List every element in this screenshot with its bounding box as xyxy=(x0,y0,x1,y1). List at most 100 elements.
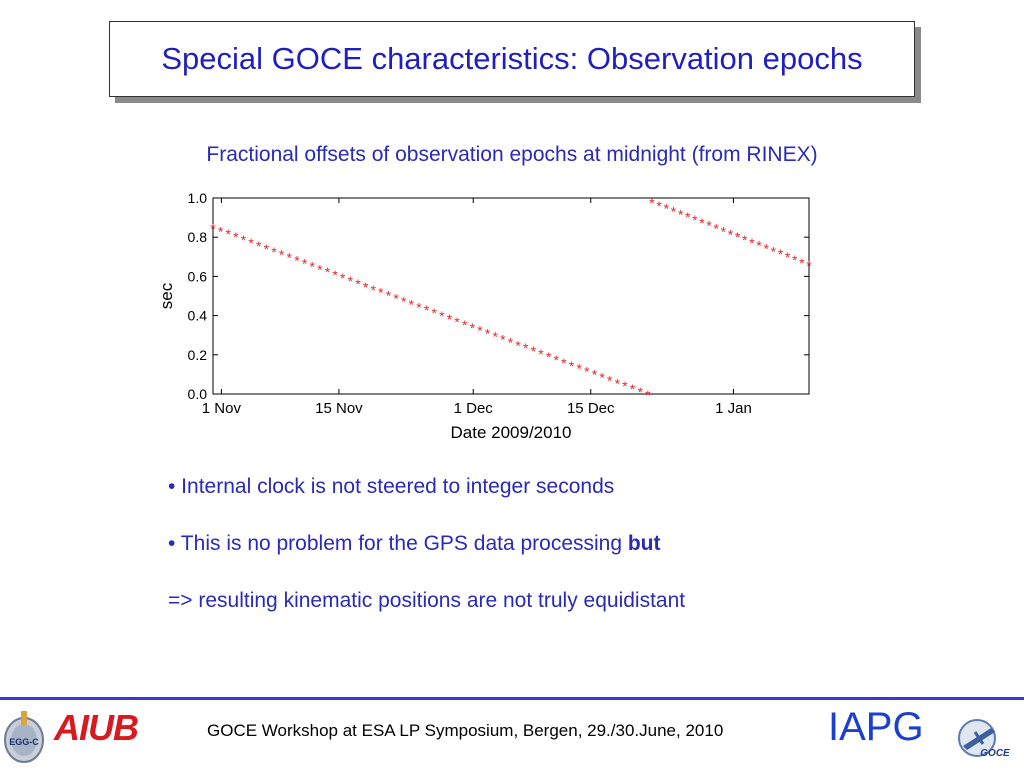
data-point: * xyxy=(485,326,491,342)
axis-ticks: 0.0 0.2 0.4 0.6 0.8 1.0 1 Nov 15 Nov 1 Dec 15 Dec… xyxy=(188,190,809,417)
data-point: * xyxy=(630,381,636,397)
chart-subtitle: Fractional offsets of observation epochs… xyxy=(206,143,818,166)
data-point: * xyxy=(569,358,575,374)
data-point: * xyxy=(271,244,277,260)
y-tick-label: 0.6 xyxy=(188,268,208,284)
y-tick-label: 0.8 xyxy=(188,229,208,245)
data-point: * xyxy=(592,367,598,383)
bullet-2-text: • This is no problem for the GPS data pr… xyxy=(168,532,628,555)
data-point: * xyxy=(664,201,670,217)
data-point: * xyxy=(599,369,605,385)
data-point: * xyxy=(439,308,445,324)
footer-divider xyxy=(0,697,1024,700)
data-point: * xyxy=(607,372,613,388)
data-point: * xyxy=(325,264,331,280)
data-point: * xyxy=(233,229,239,245)
data-point: * xyxy=(792,252,798,268)
data-point: * xyxy=(706,218,712,234)
scatter-chart: 0.0 0.2 0.4 0.6 0.8 1.0 1 Nov 15 Nov 1 Dec 15 Dec… xyxy=(157,190,812,442)
data-point: * xyxy=(615,375,621,391)
data-markers: * * * * * * * * * * * * * * * * * * * * * * * * * * * * * * * * * * * * * * * *… xyxy=(210,195,812,403)
data-point: * xyxy=(749,235,755,251)
bullet-2: • This is no problem for the GPS data pr… xyxy=(168,532,661,556)
data-point: * xyxy=(370,282,376,298)
data-point: * xyxy=(637,384,643,400)
data-point: * xyxy=(692,212,698,228)
data-point: * xyxy=(462,317,468,333)
data-point: * xyxy=(500,331,506,347)
x-tick-label: 15 Dec xyxy=(567,400,615,417)
y-axis-label: sec xyxy=(157,282,176,309)
plot-frame xyxy=(212,197,810,395)
data-point: * xyxy=(699,215,705,231)
bullet-3: => resulting kinematic positions are not… xyxy=(168,589,686,612)
data-point: * xyxy=(340,270,346,286)
x-tick-label: 1 Dec xyxy=(454,400,494,417)
data-point: * xyxy=(508,334,514,350)
data-point: * xyxy=(287,250,293,266)
data-point: * xyxy=(678,206,684,222)
data-point: * xyxy=(756,238,762,254)
data-point: * xyxy=(523,340,529,356)
data-point: * xyxy=(493,329,499,345)
data-point: * xyxy=(645,387,651,403)
data-point: * xyxy=(348,273,354,289)
data-point: * xyxy=(546,349,552,365)
x-axis-label: Date 2009/2010 xyxy=(451,423,572,442)
data-point: * xyxy=(656,198,662,214)
data-point: * xyxy=(294,253,300,269)
data-point: * xyxy=(393,291,399,307)
bullet-2-bold: but xyxy=(627,532,661,555)
goce-logo: GOCE xyxy=(958,719,1010,759)
data-point: * xyxy=(735,229,741,245)
data-point: * xyxy=(671,203,677,219)
data-point: * xyxy=(248,235,254,251)
data-point: * xyxy=(279,247,285,263)
data-point: * xyxy=(685,209,691,225)
title-box: Special GOCE characteristics: Observatio… xyxy=(109,21,915,97)
data-point: * xyxy=(649,195,655,211)
data-point: * xyxy=(447,311,453,327)
data-point: * xyxy=(721,223,727,239)
x-tick-label: 1 Jan xyxy=(715,400,752,417)
data-point: * xyxy=(538,346,544,362)
data-point: * xyxy=(416,299,422,315)
data-point: * xyxy=(355,276,361,292)
data-point: * xyxy=(785,249,791,265)
goce-logo-text: GOCE xyxy=(980,748,1010,759)
data-point: * xyxy=(363,279,369,295)
data-point: * xyxy=(742,232,748,248)
egg-c-logo: EGG-C xyxy=(4,711,44,763)
data-point: * xyxy=(424,302,430,318)
data-point: * xyxy=(226,226,232,242)
data-point: * xyxy=(584,364,590,380)
data-point: * xyxy=(218,223,224,239)
egg-c-logo-text: EGG-C xyxy=(9,737,39,747)
data-point: * xyxy=(256,238,262,254)
data-point: * xyxy=(386,288,392,304)
y-tick-label: 0.2 xyxy=(188,347,208,363)
data-point: * xyxy=(409,296,415,312)
data-point: * xyxy=(241,232,247,248)
data-point: * xyxy=(554,352,560,368)
aiub-logo: AIUB xyxy=(54,707,139,748)
data-point: * xyxy=(806,258,812,274)
data-point: * xyxy=(401,293,407,309)
data-point: * xyxy=(799,255,805,271)
data-point: * xyxy=(264,241,270,257)
data-point: * xyxy=(728,226,734,242)
footer-text: GOCE Workshop at ESA LP Symposium, Berge… xyxy=(207,721,724,740)
data-point: * xyxy=(477,323,483,339)
data-point: * xyxy=(454,314,460,330)
bullet-1: • Internal clock is not steered to integ… xyxy=(168,475,615,498)
data-point: * xyxy=(378,285,384,301)
data-point: * xyxy=(432,305,438,321)
data-point: * xyxy=(576,361,582,377)
data-point: * xyxy=(714,221,720,237)
x-tick-label: 15 Nov xyxy=(315,400,363,417)
data-point: * xyxy=(763,241,769,257)
data-point: * xyxy=(622,378,628,394)
slide-title: Special GOCE characteristics: Observatio… xyxy=(161,41,863,76)
data-point: * xyxy=(332,267,338,283)
data-point: * xyxy=(309,258,315,274)
